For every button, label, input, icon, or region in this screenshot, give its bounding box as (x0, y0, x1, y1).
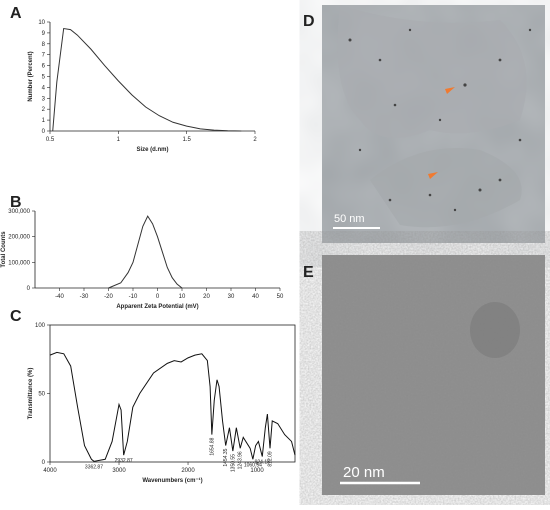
x-tick-label: 1000 (250, 468, 264, 474)
peak-label: 1350.55 (230, 454, 236, 472)
x-tick-label: -40 (55, 294, 64, 300)
peak-label: 1243.96 (238, 451, 244, 469)
image-d (322, 5, 545, 243)
x-tick-label: 50 (277, 294, 284, 300)
panel-label: B (10, 194, 22, 211)
panel-label: E (303, 264, 314, 281)
scale-bar-label: 50 nm (334, 213, 365, 225)
x-tick-label: -10 (129, 294, 138, 300)
data-line (49, 351, 296, 462)
panel-label: C (10, 308, 22, 325)
panel-label: A (10, 5, 22, 22)
x-axis-label: Size (d.nm) (136, 147, 168, 153)
x-tick-label: 0.5 (46, 137, 55, 143)
x-tick-label: 30 (228, 294, 235, 300)
y-axis-label: Number (Percent) (28, 51, 34, 101)
data-line (108, 215, 183, 289)
y-tick-label: 0 (27, 286, 31, 292)
y-tick-label: 5 (42, 75, 46, 81)
data-line (52, 27, 242, 132)
x-tick-label: 40 (252, 294, 259, 300)
y-tick-label: 200,000 (8, 235, 30, 241)
x-tick-label: 1.5 (182, 137, 191, 143)
peak-label: 2932.87 (115, 458, 133, 464)
x-tick-label: 4000 (43, 468, 57, 474)
y-tick-label: 1 (42, 118, 46, 124)
scale-bar-label: 20 nm (343, 464, 385, 481)
x-axis-label: Wavenumbers (cm⁻¹) (142, 477, 202, 484)
peak-label: 812.09 (268, 451, 274, 467)
y-tick-label: 100 (35, 323, 46, 329)
y-tick-label: 0 (42, 460, 46, 466)
y-tick-label: 3 (42, 96, 46, 102)
y-tick-label: 8 (42, 42, 46, 48)
y-axis-label: Transmittance (%) (28, 368, 34, 420)
y-tick-label: 10 (38, 20, 45, 26)
y-tick-label: 300,000 (8, 209, 30, 215)
y-tick-label: 7 (42, 53, 46, 59)
x-tick-label: -30 (80, 294, 89, 300)
x-tick-label: 2 (253, 137, 257, 143)
y-tick-label: 4 (42, 85, 46, 91)
x-tick-label: -20 (104, 294, 113, 300)
y-tick-label: 9 (42, 31, 46, 37)
peak-label: 3362.87 (85, 464, 103, 470)
x-tick-label: 0 (156, 294, 160, 300)
peak-label: 924.18 (255, 460, 271, 466)
image-e (322, 255, 545, 495)
x-tick-label: 20 (203, 294, 210, 300)
y-axis-label: Total Counts (1, 231, 7, 268)
y-tick-label: 100,000 (8, 260, 30, 266)
y-tick-label: 2 (42, 107, 46, 113)
y-tick-label: 0 (42, 129, 46, 135)
panel-label: D (303, 13, 315, 30)
x-axis-label: Apparent Zeta Potential (mV) (116, 304, 198, 310)
x-tick-label: 1 (117, 137, 121, 143)
peak-label: 1654.88 (209, 437, 215, 455)
peak-label: 1454.35 (223, 448, 229, 466)
y-tick-label: 50 (38, 392, 45, 398)
x-tick-label: 3000 (112, 468, 126, 474)
peak-label: 1060.54 (244, 462, 262, 468)
x-tick-label: 10 (179, 294, 186, 300)
y-tick-label: 6 (42, 64, 46, 70)
x-tick-label: 2000 (181, 468, 195, 474)
